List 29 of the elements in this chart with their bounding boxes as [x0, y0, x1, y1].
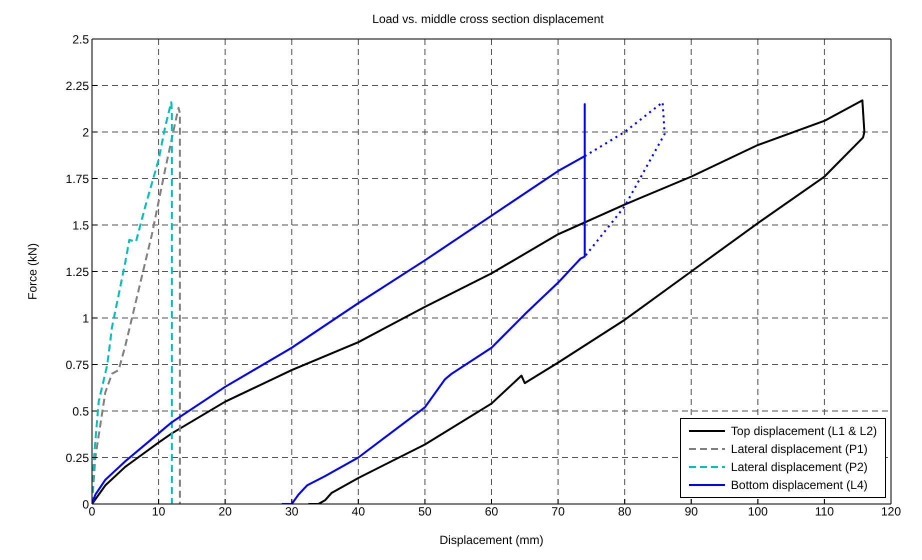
x-tick-label: 60 — [484, 504, 498, 519]
y-tick-label: 1.75 — [66, 172, 90, 186]
y-tick-label: 1.25 — [66, 264, 90, 279]
x-tick-label: 30 — [285, 504, 299, 519]
y-tick-label: 1 — [82, 311, 90, 326]
x-axis-title: Displacement (mm) — [439, 533, 544, 547]
x-tick-label: 120 — [880, 504, 902, 519]
chart-title: Load vs. middle cross section displacement — [371, 12, 605, 26]
y-tick-label: 2.5 — [72, 32, 90, 46]
y-tick-label: 0.25 — [66, 450, 90, 465]
legend-label: Lateral displacement (P1) — [730, 442, 868, 456]
x-tick-label: 90 — [684, 504, 698, 519]
x-tick-label: 20 — [218, 504, 232, 519]
y-tick-label: 2.25 — [66, 78, 90, 93]
legend-label: Bottom displacement (L4) — [730, 478, 868, 492]
x-tick-label: 70 — [551, 504, 566, 519]
y-tick-label: 1.5 — [72, 218, 90, 232]
x-tick-label: 100 — [748, 504, 768, 519]
y-tick-label: 0.5 — [72, 404, 90, 418]
x-tick-label: 80 — [618, 504, 632, 519]
x-tick-label: 50 — [418, 504, 432, 519]
y-tick-label: 0.75 — [66, 358, 90, 372]
x-tick-label: 40 — [352, 504, 366, 519]
x-tick-label: 10 — [152, 504, 166, 519]
x-tick-label: 110 — [814, 504, 834, 519]
y-tick-label: 2 — [82, 125, 90, 140]
legend-label: Lateral displacement (P2) — [730, 460, 868, 474]
y-axis-title: Force (kN) — [25, 243, 40, 300]
legend-label: Top displacement (L1 & L2) — [730, 424, 877, 438]
